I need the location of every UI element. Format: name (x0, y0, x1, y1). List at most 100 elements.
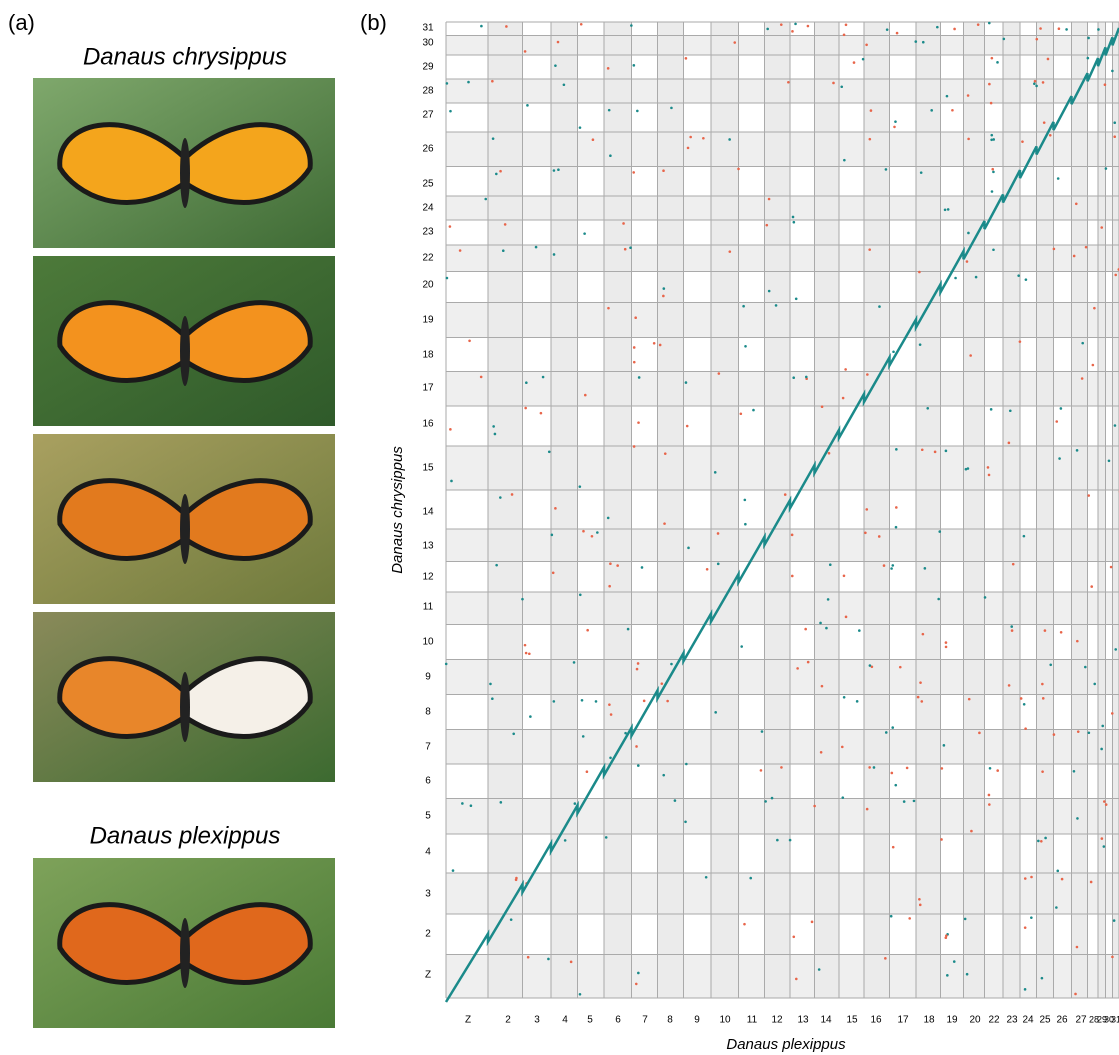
dot (525, 381, 528, 384)
dot (670, 662, 673, 666)
dot (864, 531, 867, 535)
dot (996, 769, 1000, 772)
dot (942, 744, 946, 747)
dot (988, 82, 991, 86)
dot (990, 56, 994, 60)
dot (733, 41, 737, 44)
dot (1087, 731, 1091, 735)
dot (468, 339, 471, 343)
x-tick-label: 15 (846, 1015, 858, 1026)
x-axis-label: Danaus plexippus (726, 1036, 846, 1053)
band-shade (1036, 22, 1054, 998)
dot (790, 574, 794, 578)
dot (578, 992, 582, 996)
dot (658, 343, 662, 347)
dot (988, 767, 992, 770)
dot (767, 289, 771, 293)
x-tick-label: 11 (747, 1015, 758, 1026)
dot (920, 448, 924, 452)
dot (918, 903, 922, 907)
x-tick-label: Z (465, 1015, 471, 1026)
dot (841, 796, 845, 799)
dot (1087, 36, 1090, 40)
dot (609, 713, 613, 716)
band-shade (446, 302, 1119, 338)
wing (57, 300, 188, 383)
dot (1056, 869, 1060, 873)
dot (635, 667, 639, 671)
dot (557, 168, 560, 172)
dot (788, 838, 792, 842)
dot (794, 22, 797, 26)
dot (634, 982, 638, 986)
dot (1091, 363, 1095, 367)
dot (585, 770, 589, 774)
butterfly (57, 122, 313, 208)
dot (450, 479, 453, 483)
dot (583, 393, 587, 397)
dot (702, 136, 705, 140)
dot (820, 405, 824, 408)
dot (583, 232, 586, 235)
dot (547, 957, 550, 961)
dot (770, 796, 774, 800)
dot (1058, 457, 1061, 460)
dot (1007, 441, 1011, 445)
dot (501, 249, 505, 252)
x-tick-label: 6 (615, 1015, 621, 1026)
dot (1007, 684, 1011, 687)
dot (890, 771, 894, 775)
dot (987, 473, 991, 477)
dot (898, 665, 902, 669)
band-shade (604, 22, 632, 998)
y-tick-label: 7 (425, 742, 431, 753)
dot (1113, 135, 1117, 138)
dot (992, 170, 995, 174)
dot (1042, 121, 1046, 124)
x-tick-label: 31 (1111, 1014, 1119, 1024)
x-tick-label: 26 (1056, 1015, 1068, 1026)
dot (1102, 845, 1106, 848)
y-tick-label: Z (425, 970, 431, 981)
dot (552, 169, 556, 172)
dot (717, 372, 721, 375)
dot (596, 531, 599, 534)
dot (528, 652, 531, 656)
band-shade (446, 954, 1119, 998)
dot (609, 562, 612, 566)
wing (182, 478, 313, 561)
dot (467, 80, 470, 84)
dot (1040, 840, 1043, 843)
dot (1097, 28, 1100, 31)
dot (539, 411, 543, 415)
dot (841, 396, 845, 400)
dot (792, 220, 796, 224)
dot (492, 425, 495, 428)
dot (840, 745, 844, 749)
band-shade (1071, 22, 1088, 998)
dot (1022, 534, 1026, 538)
dot (716, 532, 720, 535)
dot (515, 876, 518, 880)
dot (912, 799, 916, 803)
y-tick-label: 3 (425, 889, 431, 900)
dot (868, 664, 872, 667)
wing (57, 478, 188, 561)
dot (670, 106, 673, 110)
dot (826, 598, 830, 601)
wing (57, 902, 188, 985)
dot (563, 839, 567, 842)
dot (630, 24, 633, 27)
band-shade (551, 22, 578, 998)
dot (684, 57, 688, 60)
dot (825, 626, 828, 630)
dot (503, 223, 507, 226)
dot (1080, 377, 1084, 380)
dot (594, 700, 598, 703)
dot (842, 574, 846, 578)
dot (1102, 800, 1106, 803)
dot (1074, 202, 1078, 206)
y-tick-label: 11 (423, 602, 434, 613)
dot (444, 662, 448, 666)
